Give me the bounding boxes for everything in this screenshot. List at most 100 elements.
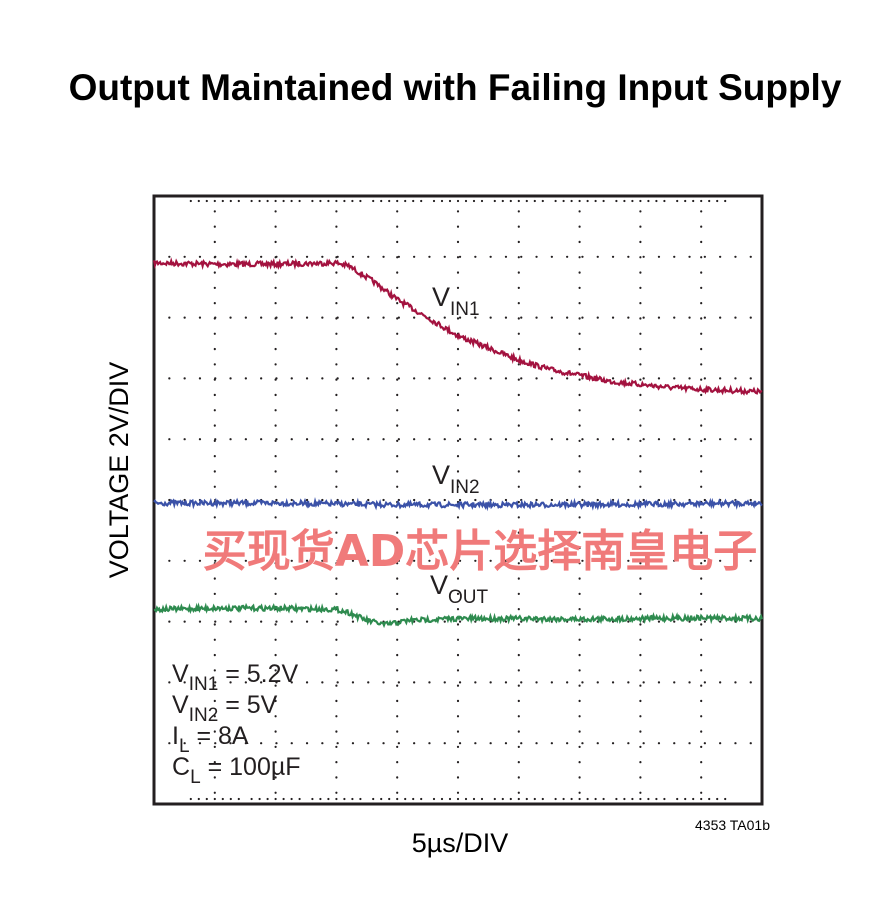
minor-tick <box>213 797 216 801</box>
minor-tick <box>319 199 322 203</box>
minor-tick <box>623 797 626 801</box>
condition-line: CL = 100µF <box>172 753 301 788</box>
minor-tick <box>472 199 476 203</box>
minor-tick <box>562 199 565 203</box>
minor-tick <box>388 797 391 801</box>
series-label-in2: VIN2 <box>432 460 480 498</box>
minor-tick <box>396 797 399 801</box>
minor-tick <box>404 797 407 801</box>
y-axis-label: VOLTAGE 2V/DIV <box>104 362 134 579</box>
minor-tick <box>541 797 544 801</box>
minor-tick <box>258 199 261 203</box>
minor-tick <box>615 199 618 203</box>
minor-tick <box>440 797 444 801</box>
minor-tick <box>412 199 415 203</box>
minor-tick <box>327 797 330 801</box>
minor-tick <box>432 797 436 801</box>
minor-tick <box>615 797 618 801</box>
minor-tick <box>655 199 658 203</box>
minor-tick <box>493 797 496 801</box>
minor-tick <box>594 199 597 203</box>
minor-tick <box>343 797 346 801</box>
minor-tick <box>639 199 642 203</box>
minor-tick <box>594 797 597 801</box>
minor-tick <box>692 199 695 203</box>
minor-tick <box>282 199 285 203</box>
minor-tick <box>525 199 528 203</box>
minor-tick <box>586 797 589 801</box>
minor-tick <box>517 199 520 203</box>
minor-tick <box>274 797 277 801</box>
minor-tick <box>570 199 573 203</box>
minor-tick <box>197 199 200 203</box>
minor-tick <box>311 199 314 203</box>
minor-tick <box>562 797 565 801</box>
grid <box>152 194 764 806</box>
minor-tick <box>684 199 687 203</box>
x-axis-label: 5µs/DIV <box>412 828 509 858</box>
minor-tick <box>570 797 573 801</box>
minor-tick <box>692 797 695 801</box>
minor-tick <box>327 199 330 203</box>
minor-tick <box>578 797 581 801</box>
minor-tick <box>311 797 314 801</box>
minor-tick <box>716 199 719 203</box>
minor-tick <box>282 797 285 801</box>
minor-tick <box>274 199 277 203</box>
minor-tick <box>380 199 383 203</box>
minor-tick <box>509 797 512 801</box>
minor-tick <box>631 797 634 801</box>
minor-tick <box>237 199 240 203</box>
minor-tick <box>388 199 391 203</box>
watermark: 买现货AD芯片选择南皇电子 <box>203 526 758 577</box>
minor-tick <box>541 199 544 203</box>
chart-title: Output Maintained with Failing Input Sup… <box>69 67 842 108</box>
minor-tick <box>448 199 452 203</box>
minor-tick <box>700 797 703 801</box>
series-label-out: VOUT <box>430 570 489 608</box>
minor-tick <box>335 199 338 203</box>
minor-tick <box>420 199 423 203</box>
series-label-in1: VIN1 <box>432 282 480 320</box>
minor-tick <box>501 797 504 801</box>
minor-tick <box>229 797 232 801</box>
condition-line: IL = 8A <box>172 722 249 757</box>
minor-tick <box>700 199 703 203</box>
minor-tick <box>602 199 605 203</box>
minor-tick <box>237 797 240 801</box>
reference-code: 4353 TA01b <box>695 817 770 833</box>
minor-tick <box>676 199 679 203</box>
minor-tick <box>189 797 192 801</box>
minor-tick <box>359 199 362 203</box>
minor-tick <box>525 797 528 801</box>
minor-tick <box>343 199 346 203</box>
minor-tick <box>663 199 666 203</box>
minor-tick <box>554 199 557 203</box>
minor-tick <box>708 797 711 801</box>
condition-line: VIN1 = 5.2V <box>172 660 299 695</box>
minor-tick <box>197 797 200 801</box>
minor-tick <box>412 797 415 801</box>
minor-tick <box>432 199 436 203</box>
minor-tick <box>372 199 375 203</box>
minor-tick <box>655 797 658 801</box>
minor-tick <box>647 797 650 801</box>
minor-tick <box>724 797 727 801</box>
minor-tick <box>396 199 399 203</box>
minor-tick <box>205 199 208 203</box>
minor-tick <box>298 199 301 203</box>
minor-tick <box>448 797 452 801</box>
minor-tick <box>221 797 224 801</box>
minor-tick <box>464 797 468 801</box>
minor-tick <box>708 199 711 203</box>
minor-tick <box>456 199 460 203</box>
minor-tick <box>335 797 338 801</box>
minor-tick <box>250 797 253 801</box>
minor-tick <box>509 199 512 203</box>
minor-tick <box>663 797 666 801</box>
minor-tick <box>404 199 407 203</box>
minor-tick <box>221 199 224 203</box>
minor-tick <box>266 199 269 203</box>
minor-tick <box>533 797 536 801</box>
